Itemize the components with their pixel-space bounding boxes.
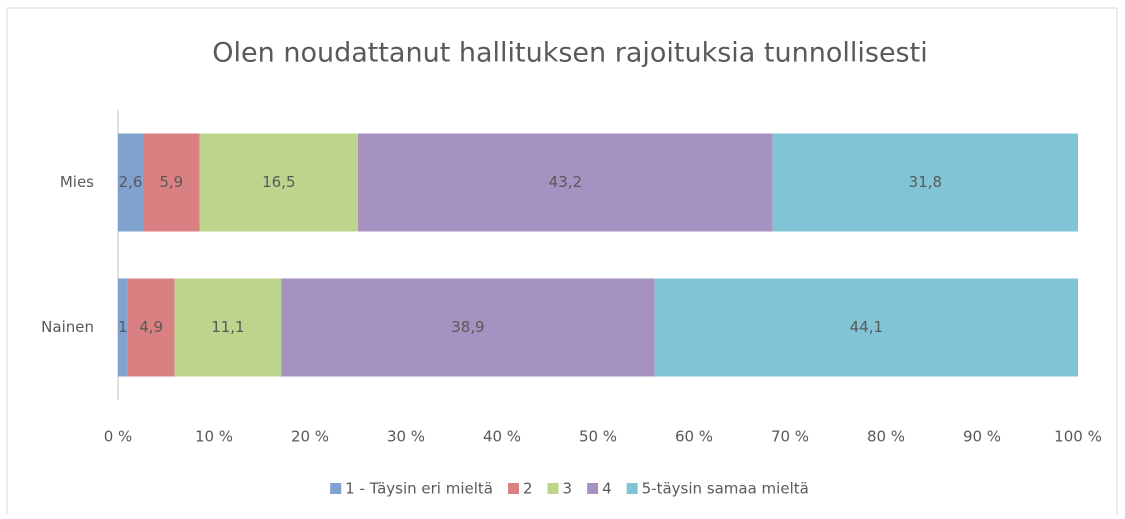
x-tick-label: 30 % [387,428,425,446]
data-label: 44,1 [850,318,883,336]
data-label: 1 [118,318,128,336]
data-label: 16,5 [262,173,295,191]
x-tick-label: 50 % [579,428,617,446]
data-label: 43,2 [549,173,582,191]
bar-segment [127,278,175,377]
x-tick-label: 100 % [1054,428,1102,446]
legend-swatch [330,483,342,494]
data-label: 5,9 [159,173,183,191]
data-label: 11,1 [211,318,244,336]
data-label: 4,9 [139,318,163,336]
x-tick-label: 0 % [104,428,133,446]
x-tick-label: 70 % [771,428,809,446]
legend-label: 5-täysin samaa mieltä [642,480,809,498]
bar-segment [281,278,655,377]
legend-label: 3 [563,480,573,498]
legend-swatch [587,483,599,494]
bar-segment [142,133,200,232]
legend-swatch [507,483,519,494]
legend-swatch [547,483,559,494]
bar-segment [358,133,773,232]
x-tick-label: 40 % [483,428,521,446]
data-label: 38,9 [451,318,484,336]
bar-segment [174,278,282,377]
legend-label: 2 [523,480,533,498]
bar-segment [772,133,1078,232]
data-label: 2,6 [119,173,143,191]
x-tick-label: 80 % [867,428,905,446]
data-label: 31,8 [909,173,942,191]
bar-segment [118,278,128,377]
legend-swatch [626,483,638,494]
chart-border [6,7,1118,519]
x-tick-label: 60 % [675,428,713,446]
x-tick-label: 10 % [195,428,233,446]
x-tick-label: 90 % [963,428,1001,446]
legend-label: 4 [602,480,612,498]
x-tick-label: 20 % [291,428,329,446]
bar-segment [118,133,143,232]
bar-segment [199,133,358,232]
y-tick-label: Nainen [41,318,94,336]
legend-label: 1 - Täysin eri mieltä [345,480,493,498]
bar-segment [654,278,1078,377]
chart-title: Olen noudattanut hallituksen rajoituksia… [212,38,927,69]
y-tick-label: Mies [60,173,94,191]
